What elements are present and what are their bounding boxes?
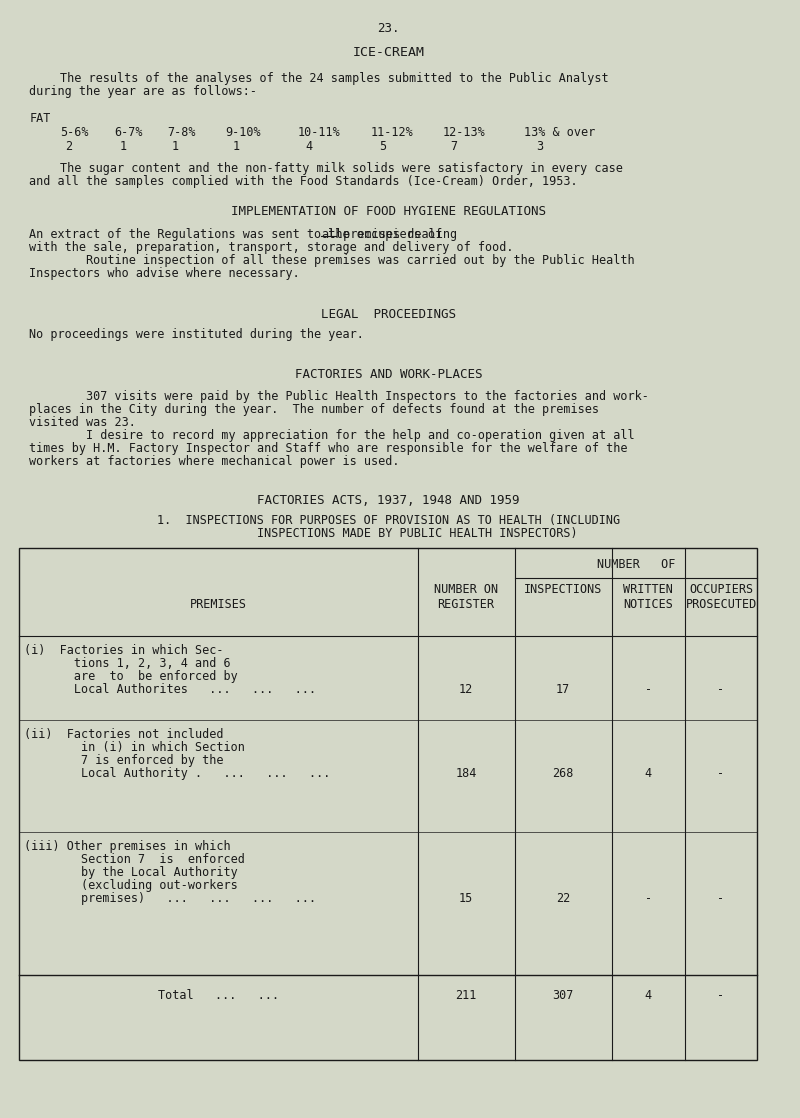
Text: 7: 7 <box>450 140 458 153</box>
Text: -: - <box>718 892 725 904</box>
Text: LEGAL  PROCEEDINGS: LEGAL PROCEEDINGS <box>321 307 456 321</box>
Text: NUMBER   OF: NUMBER OF <box>597 558 675 571</box>
Text: 23.: 23. <box>377 22 400 35</box>
Text: PREMISES: PREMISES <box>190 598 247 612</box>
Text: The results of the analyses of the 24 samples submitted to the Public Analyst: The results of the analyses of the 24 sa… <box>60 72 609 85</box>
Text: workers at factories where mechanical power is used.: workers at factories where mechanical po… <box>29 455 400 468</box>
Text: 7 is enforced by the: 7 is enforced by the <box>24 754 224 767</box>
Text: ICE-CREAM: ICE-CREAM <box>353 46 425 59</box>
Text: 4: 4 <box>645 989 652 1002</box>
Text: (iii) Other premises in which: (iii) Other premises in which <box>24 840 231 853</box>
Text: are  to  be enforced by: are to be enforced by <box>24 670 238 683</box>
Text: 1: 1 <box>233 140 240 153</box>
Text: 4: 4 <box>645 767 652 780</box>
Text: (ii)  Factories not included: (ii) Factories not included <box>24 728 224 741</box>
Text: premises dealing: premises dealing <box>336 228 458 241</box>
Text: 1: 1 <box>172 140 179 153</box>
Text: places in the City during the year.  The number of defects found at the premises: places in the City during the year. The … <box>29 402 599 416</box>
Text: 307 visits were paid by the Public Health Inspectors to the factories and work-: 307 visits were paid by the Public Healt… <box>29 390 649 402</box>
Text: 9-10%: 9-10% <box>226 126 261 139</box>
Text: An extract of the Regulations was sent to the occupiers of: An extract of the Regulations was sent t… <box>29 228 450 241</box>
Text: 184: 184 <box>455 767 477 780</box>
Text: FACTORIES AND WORK-PLACES: FACTORIES AND WORK-PLACES <box>294 368 482 381</box>
Text: 1.  INSPECTIONS FOR PURPOSES OF PROVISION AS TO HEALTH (INCLUDING: 1. INSPECTIONS FOR PURPOSES OF PROVISION… <box>157 514 620 527</box>
Text: 12: 12 <box>459 683 474 697</box>
Text: Local Authority .   ...   ...   ...: Local Authority . ... ... ... <box>24 767 330 780</box>
Text: FACTORIES ACTS, 1937, 1948 AND 1959: FACTORIES ACTS, 1937, 1948 AND 1959 <box>257 494 520 506</box>
Text: and all the samples complied with the Food Standards (Ice-Cream) Order, 1953.: and all the samples complied with the Fo… <box>29 176 578 188</box>
Text: 22: 22 <box>556 892 570 904</box>
Text: 13% & over: 13% & over <box>524 126 596 139</box>
Text: 5: 5 <box>378 140 386 153</box>
Text: 268: 268 <box>553 767 574 780</box>
Text: -: - <box>645 892 652 904</box>
Text: -: - <box>718 767 725 780</box>
Text: by the Local Authority: by the Local Authority <box>24 866 238 879</box>
Text: times by H.M. Factory Inspector and Staff who are responsible for the welfare of: times by H.M. Factory Inspector and Staf… <box>29 442 628 455</box>
Text: Routine inspection of all these premises was carried out by the Public Health: Routine inspection of all these premises… <box>29 254 634 267</box>
Text: -: - <box>645 683 652 697</box>
Text: FAT: FAT <box>29 112 50 125</box>
Text: NUMBER ON
REGISTER: NUMBER ON REGISTER <box>434 582 498 612</box>
Text: 10-11%: 10-11% <box>297 126 340 139</box>
Text: premises)   ...   ...   ...   ...: premises) ... ... ... ... <box>24 892 317 904</box>
Text: (i)  Factories in which Sec-: (i) Factories in which Sec- <box>24 644 224 657</box>
Text: INSPECTIONS: INSPECTIONS <box>524 582 602 596</box>
Text: The sugar content and the non-fatty milk solids were satisfactory in every case: The sugar content and the non-fatty milk… <box>60 162 623 176</box>
Text: 1: 1 <box>119 140 126 153</box>
Text: WRITTEN
NOTICES: WRITTEN NOTICES <box>623 582 673 612</box>
Text: 211: 211 <box>455 989 477 1002</box>
Text: IMPLEMENTATION OF FOOD HYGIENE REGULATIONS: IMPLEMENTATION OF FOOD HYGIENE REGULATIO… <box>231 205 546 218</box>
Text: with the sale, preparation, transport, storage and delivery of food.: with the sale, preparation, transport, s… <box>29 241 514 254</box>
Text: Total   ...   ...: Total ... ... <box>158 989 279 1002</box>
Bar <box>19 548 758 1060</box>
Text: INSPECTIONS MADE BY PUBLIC HEALTH INSPECTORS): INSPECTIONS MADE BY PUBLIC HEALTH INSPEC… <box>200 527 578 540</box>
Text: Local Authorites   ...   ...   ...: Local Authorites ... ... ... <box>24 683 317 697</box>
Text: 6-7%: 6-7% <box>114 126 143 139</box>
Text: 17: 17 <box>556 683 570 697</box>
Text: I desire to record my appreciation for the help and co-operation given at all: I desire to record my appreciation for t… <box>29 429 634 442</box>
Text: -: - <box>718 989 725 1002</box>
Text: tions 1, 2, 3, 4 and 6: tions 1, 2, 3, 4 and 6 <box>24 657 231 670</box>
Text: 7-8%: 7-8% <box>167 126 195 139</box>
Text: during the year are as follows:-: during the year are as follows:- <box>29 85 257 98</box>
Text: visited was 23.: visited was 23. <box>29 416 136 429</box>
Text: OCCUPIERS
PROSECUTED: OCCUPIERS PROSECUTED <box>686 582 757 612</box>
Text: all: all <box>322 228 342 241</box>
Text: 15: 15 <box>459 892 474 904</box>
Text: 5-6%: 5-6% <box>60 126 89 139</box>
Text: 3: 3 <box>536 140 543 153</box>
Text: in (i) in which Section: in (i) in which Section <box>24 741 245 754</box>
Text: 11-12%: 11-12% <box>371 126 414 139</box>
Text: 2: 2 <box>65 140 72 153</box>
Text: 4: 4 <box>305 140 312 153</box>
Text: 12-13%: 12-13% <box>443 126 486 139</box>
Text: 307: 307 <box>553 989 574 1002</box>
Text: (excluding out-workers: (excluding out-workers <box>24 879 238 892</box>
Text: No proceedings were instituted during the year.: No proceedings were instituted during th… <box>29 328 364 341</box>
Text: Section 7  is  enforced: Section 7 is enforced <box>24 853 245 866</box>
Text: Inspectors who advise where necessary.: Inspectors who advise where necessary. <box>29 267 300 280</box>
Text: -: - <box>718 683 725 697</box>
